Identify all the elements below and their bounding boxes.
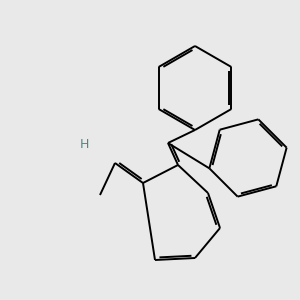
Text: H: H — [79, 139, 89, 152]
